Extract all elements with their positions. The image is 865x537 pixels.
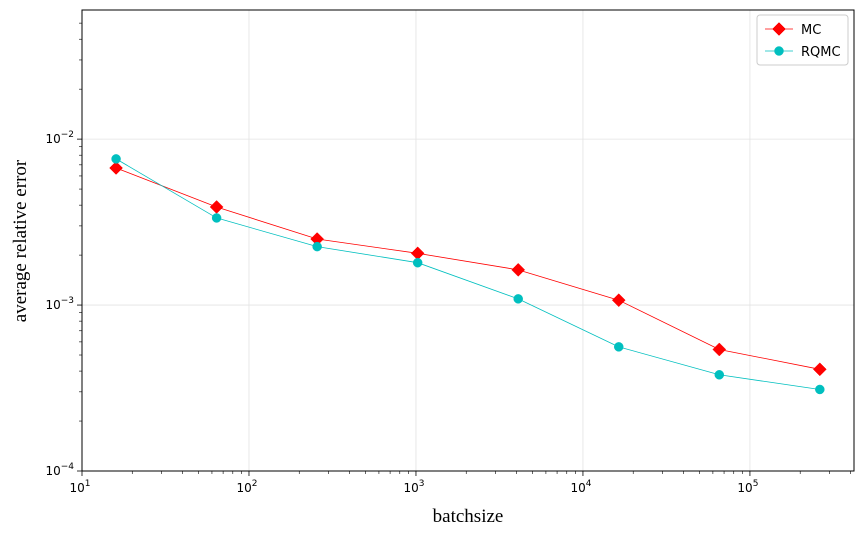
- y-axis-label: average relative error: [10, 159, 31, 322]
- legend-swatch-marker: [772, 22, 786, 36]
- y-tick-label: 10−4: [45, 462, 74, 478]
- x-tick-exponent: 3: [419, 479, 425, 489]
- y-tick-label: 10−2: [45, 130, 74, 146]
- y-tick-base: 10: [45, 464, 60, 478]
- legend-label: MC: [801, 23, 821, 38]
- x-tick-exponent: 5: [753, 479, 759, 489]
- y-tick-exponent: −4: [61, 462, 75, 472]
- data-point: [815, 384, 825, 395]
- plot-background: [82, 10, 854, 471]
- data-point: [712, 342, 727, 357]
- x-tick-base: 10: [403, 481, 418, 495]
- series-rqmc: [111, 154, 825, 395]
- x-axis-label: batchsize: [433, 506, 504, 527]
- x-tick-exponent: 2: [252, 479, 258, 489]
- x-tick-label: 105: [737, 479, 758, 495]
- data-point: [312, 241, 322, 252]
- data-point: [111, 154, 121, 164]
- x-tick-exponent: 1: [85, 479, 91, 489]
- data-point: [109, 161, 123, 175]
- data-point: [511, 262, 526, 277]
- x-tick-exponent: 4: [586, 479, 592, 489]
- y-tick-label: 10−3: [45, 296, 74, 312]
- y-tick-base: 10: [45, 132, 60, 146]
- data-point: [812, 362, 827, 377]
- legend: MC RQMC: [756, 14, 849, 66]
- data-point: [211, 213, 222, 223]
- data-point: [714, 370, 725, 380]
- x-tick-label: 103: [403, 479, 424, 495]
- x-tick-base: 10: [69, 481, 84, 495]
- data-point: [412, 257, 423, 268]
- x-tick-base: 10: [236, 481, 251, 495]
- data-point: [513, 294, 523, 304]
- series-layer: [109, 154, 827, 395]
- series-line: [115, 158, 820, 390]
- plot-frame: [81, 9, 855, 472]
- x-tick-base: 10: [570, 481, 585, 495]
- data-point: [611, 293, 626, 308]
- x-tick-label: 102: [236, 479, 257, 495]
- series-line: [115, 167, 820, 370]
- x-tick-base: 10: [737, 481, 752, 495]
- x-tick-label: 104: [570, 479, 591, 495]
- x-tick-label: 101: [69, 479, 90, 495]
- series-mc: [109, 161, 827, 377]
- legend-label: RQMC: [801, 45, 841, 60]
- y-tick-exponent: −2: [61, 130, 74, 140]
- y-tick-exponent: −3: [61, 296, 74, 306]
- data-point: [614, 342, 624, 352]
- legend-swatch-marker: [774, 46, 784, 56]
- y-tick-base: 10: [45, 298, 60, 312]
